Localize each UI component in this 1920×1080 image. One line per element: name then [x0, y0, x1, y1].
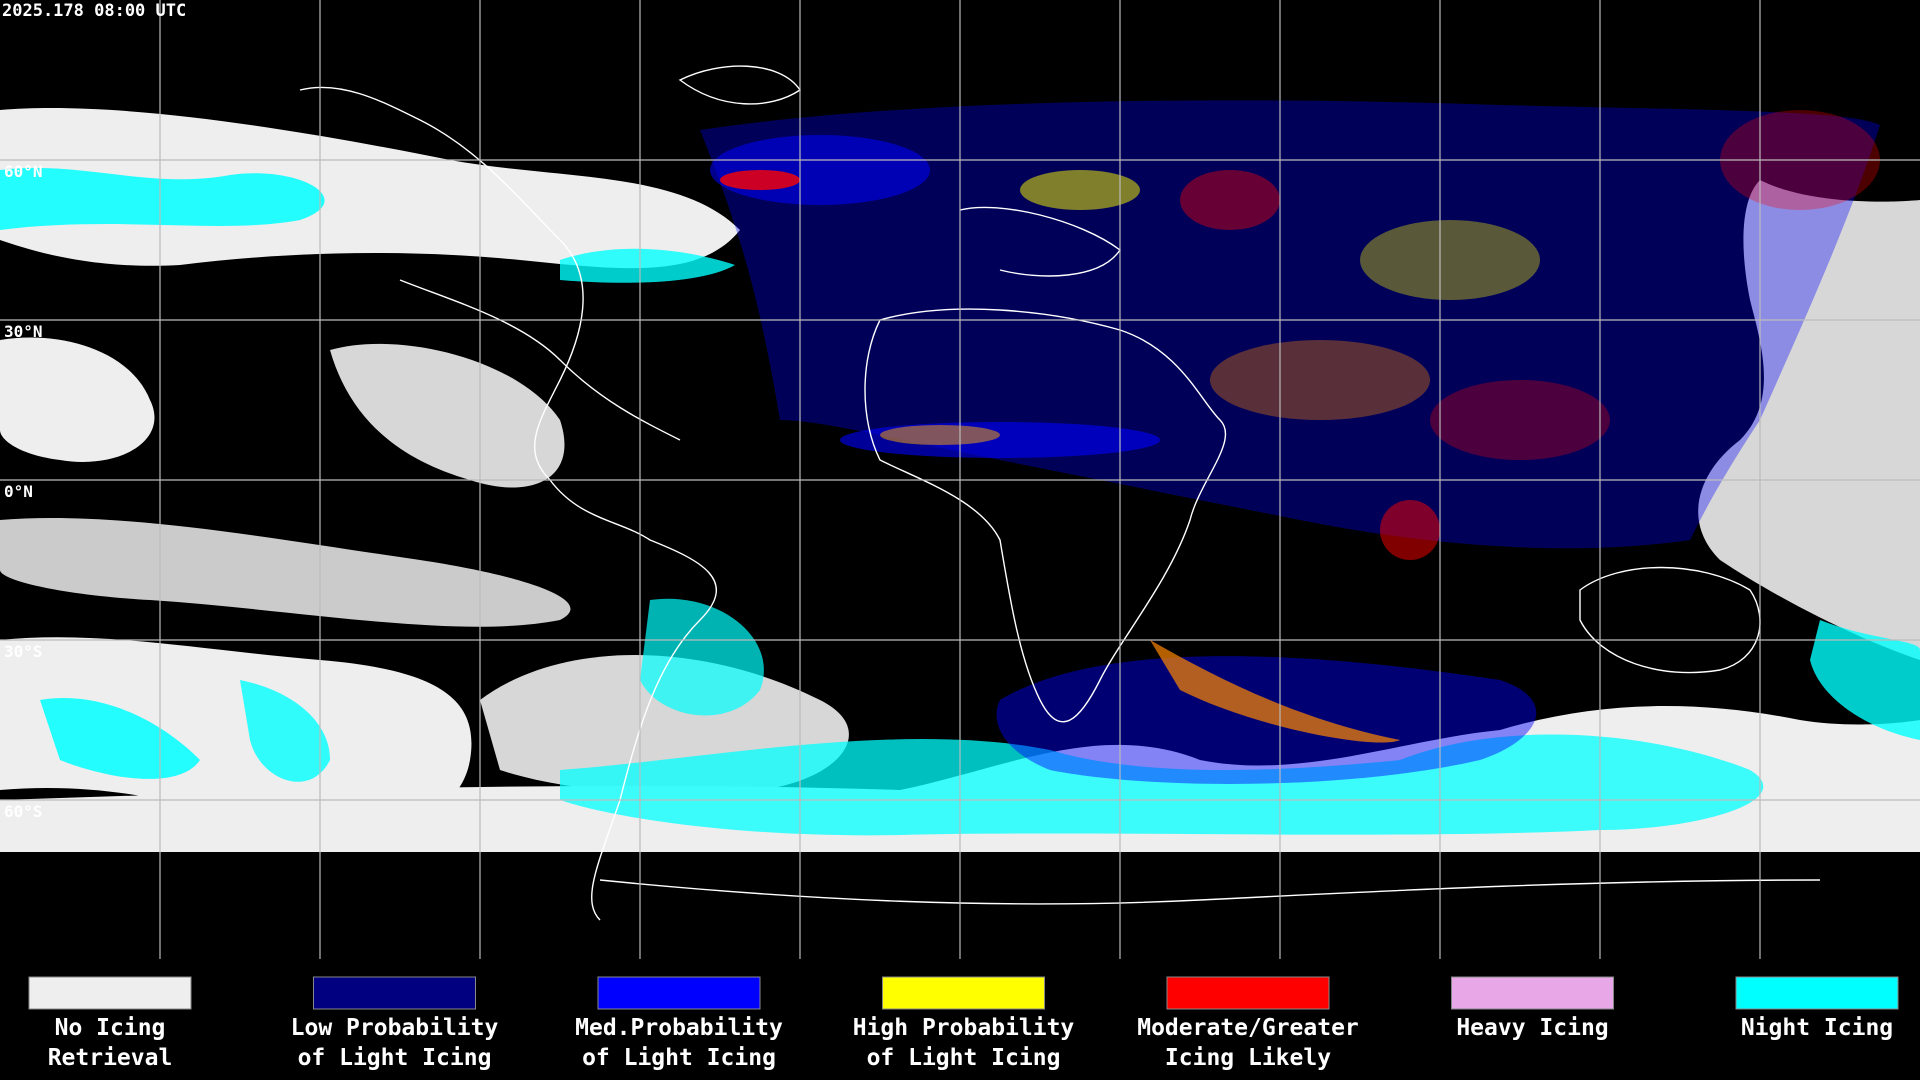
legend-label: Med.Probability [575, 1015, 783, 1041]
legend-label: Low Probability [291, 1015, 499, 1041]
latitude-labels: 60°N 30°N 0°N 30°S 60°S [4, 162, 43, 821]
legend-label: No Icing [55, 1015, 166, 1041]
legend: No Icing Retrieval Low Probability of Light… [28, 976, 1899, 1071]
legend-label: Night Icing [1741, 1015, 1893, 1041]
legend-swatch [313, 976, 476, 1010]
icing-field [700, 100, 1880, 784]
legend-swatch [882, 976, 1045, 1010]
legend-swatch [1166, 976, 1330, 1010]
legend-label: High Probability [853, 1015, 1075, 1041]
legend-swatch [1735, 976, 1899, 1010]
legend-label: Retrieval [48, 1045, 173, 1071]
legend-swatch [597, 976, 761, 1010]
latitude-label: 60°S [4, 802, 43, 821]
legend-swatch [28, 976, 192, 1010]
legend-label: Heavy Icing [1456, 1015, 1608, 1041]
graticule [0, 0, 1920, 959]
latitude-label: 30°N [4, 322, 43, 341]
map: 60°N 30°N 0°N 30°S 60°S [0, 0, 1920, 959]
legend-swatch [1451, 976, 1614, 1010]
latitude-label: 60°N [4, 162, 43, 181]
timestamp: 2025.178 08:00 UTC [2, 1, 186, 21]
legend-label: of Light Icing [582, 1045, 776, 1071]
legend-label: Icing Likely [1165, 1045, 1331, 1071]
legend-label: of Light Icing [867, 1045, 1061, 1071]
legend-label: Moderate/Greater [1137, 1015, 1359, 1041]
coastlines [299, 65, 1821, 921]
latitude-label: 30°S [4, 642, 43, 661]
latitude-label: 0°N [4, 482, 33, 501]
legend-label: of Light Icing [298, 1045, 492, 1071]
